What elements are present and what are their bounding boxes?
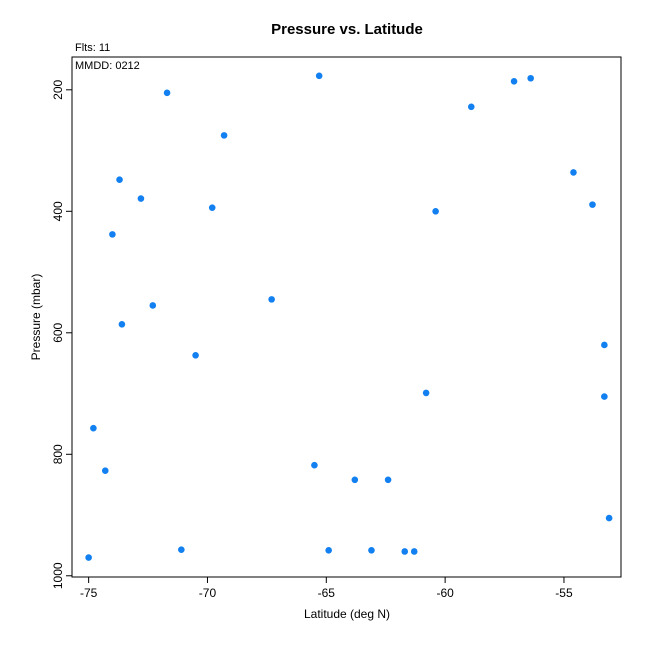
- data-point: [163, 89, 171, 97]
- data-point: [432, 207, 439, 215]
- data-point: [410, 548, 418, 555]
- data-point: [118, 320, 126, 328]
- data-point: [601, 393, 608, 400]
- data-point: [384, 476, 392, 484]
- chart-title: Pressure vs. Latitude: [271, 21, 423, 38]
- y-axis-label: Pressure (mbar): [29, 274, 43, 361]
- data-point: [109, 231, 116, 238]
- data-point: [315, 72, 323, 80]
- x-axis-label: Latitude (deg N): [304, 607, 390, 621]
- date-annotation: MMDD: 0212: [75, 60, 140, 72]
- data-point: [268, 296, 275, 303]
- y-axis: 200 400 600 800 1000: [51, 79, 73, 589]
- data-point: [178, 546, 185, 553]
- data-points: [85, 72, 613, 561]
- data-point: [422, 389, 430, 397]
- y-tick-label: 200: [51, 79, 65, 99]
- x-tick-label: -75: [80, 586, 98, 600]
- data-point: [208, 204, 216, 211]
- x-tick-label: -65: [318, 586, 336, 600]
- x-tick-label: -60: [436, 586, 454, 600]
- y-tick-label: 600: [51, 322, 65, 342]
- data-point: [605, 514, 613, 522]
- data-point: [589, 201, 596, 208]
- data-point: [149, 302, 157, 309]
- plot-frame: [71, 56, 622, 578]
- data-point: [368, 546, 375, 554]
- flights-annotation: Flts: 11: [75, 42, 110, 54]
- data-point: [220, 132, 228, 139]
- y-tick-label: 400: [51, 201, 65, 221]
- x-tick-label: -70: [199, 586, 217, 600]
- data-point: [90, 424, 97, 432]
- data-point: [401, 548, 409, 555]
- data-point: [137, 195, 145, 202]
- data-point: [510, 77, 518, 85]
- data-point: [116, 176, 123, 184]
- data-point: [311, 461, 318, 469]
- y-tick-label: 800: [51, 444, 65, 464]
- data-point: [351, 476, 359, 484]
- data-point: [570, 169, 577, 176]
- data-point: [467, 103, 475, 111]
- data-point: [192, 351, 199, 359]
- data-point: [85, 554, 92, 561]
- x-axis: -75 -70 -65 -60 -55: [80, 576, 573, 600]
- y-tick-label: 1000: [51, 562, 65, 589]
- data-point: [325, 546, 332, 554]
- data-point: [527, 74, 534, 82]
- x-tick-label: -55: [555, 586, 573, 600]
- data-point: [601, 341, 608, 349]
- data-point: [101, 467, 109, 474]
